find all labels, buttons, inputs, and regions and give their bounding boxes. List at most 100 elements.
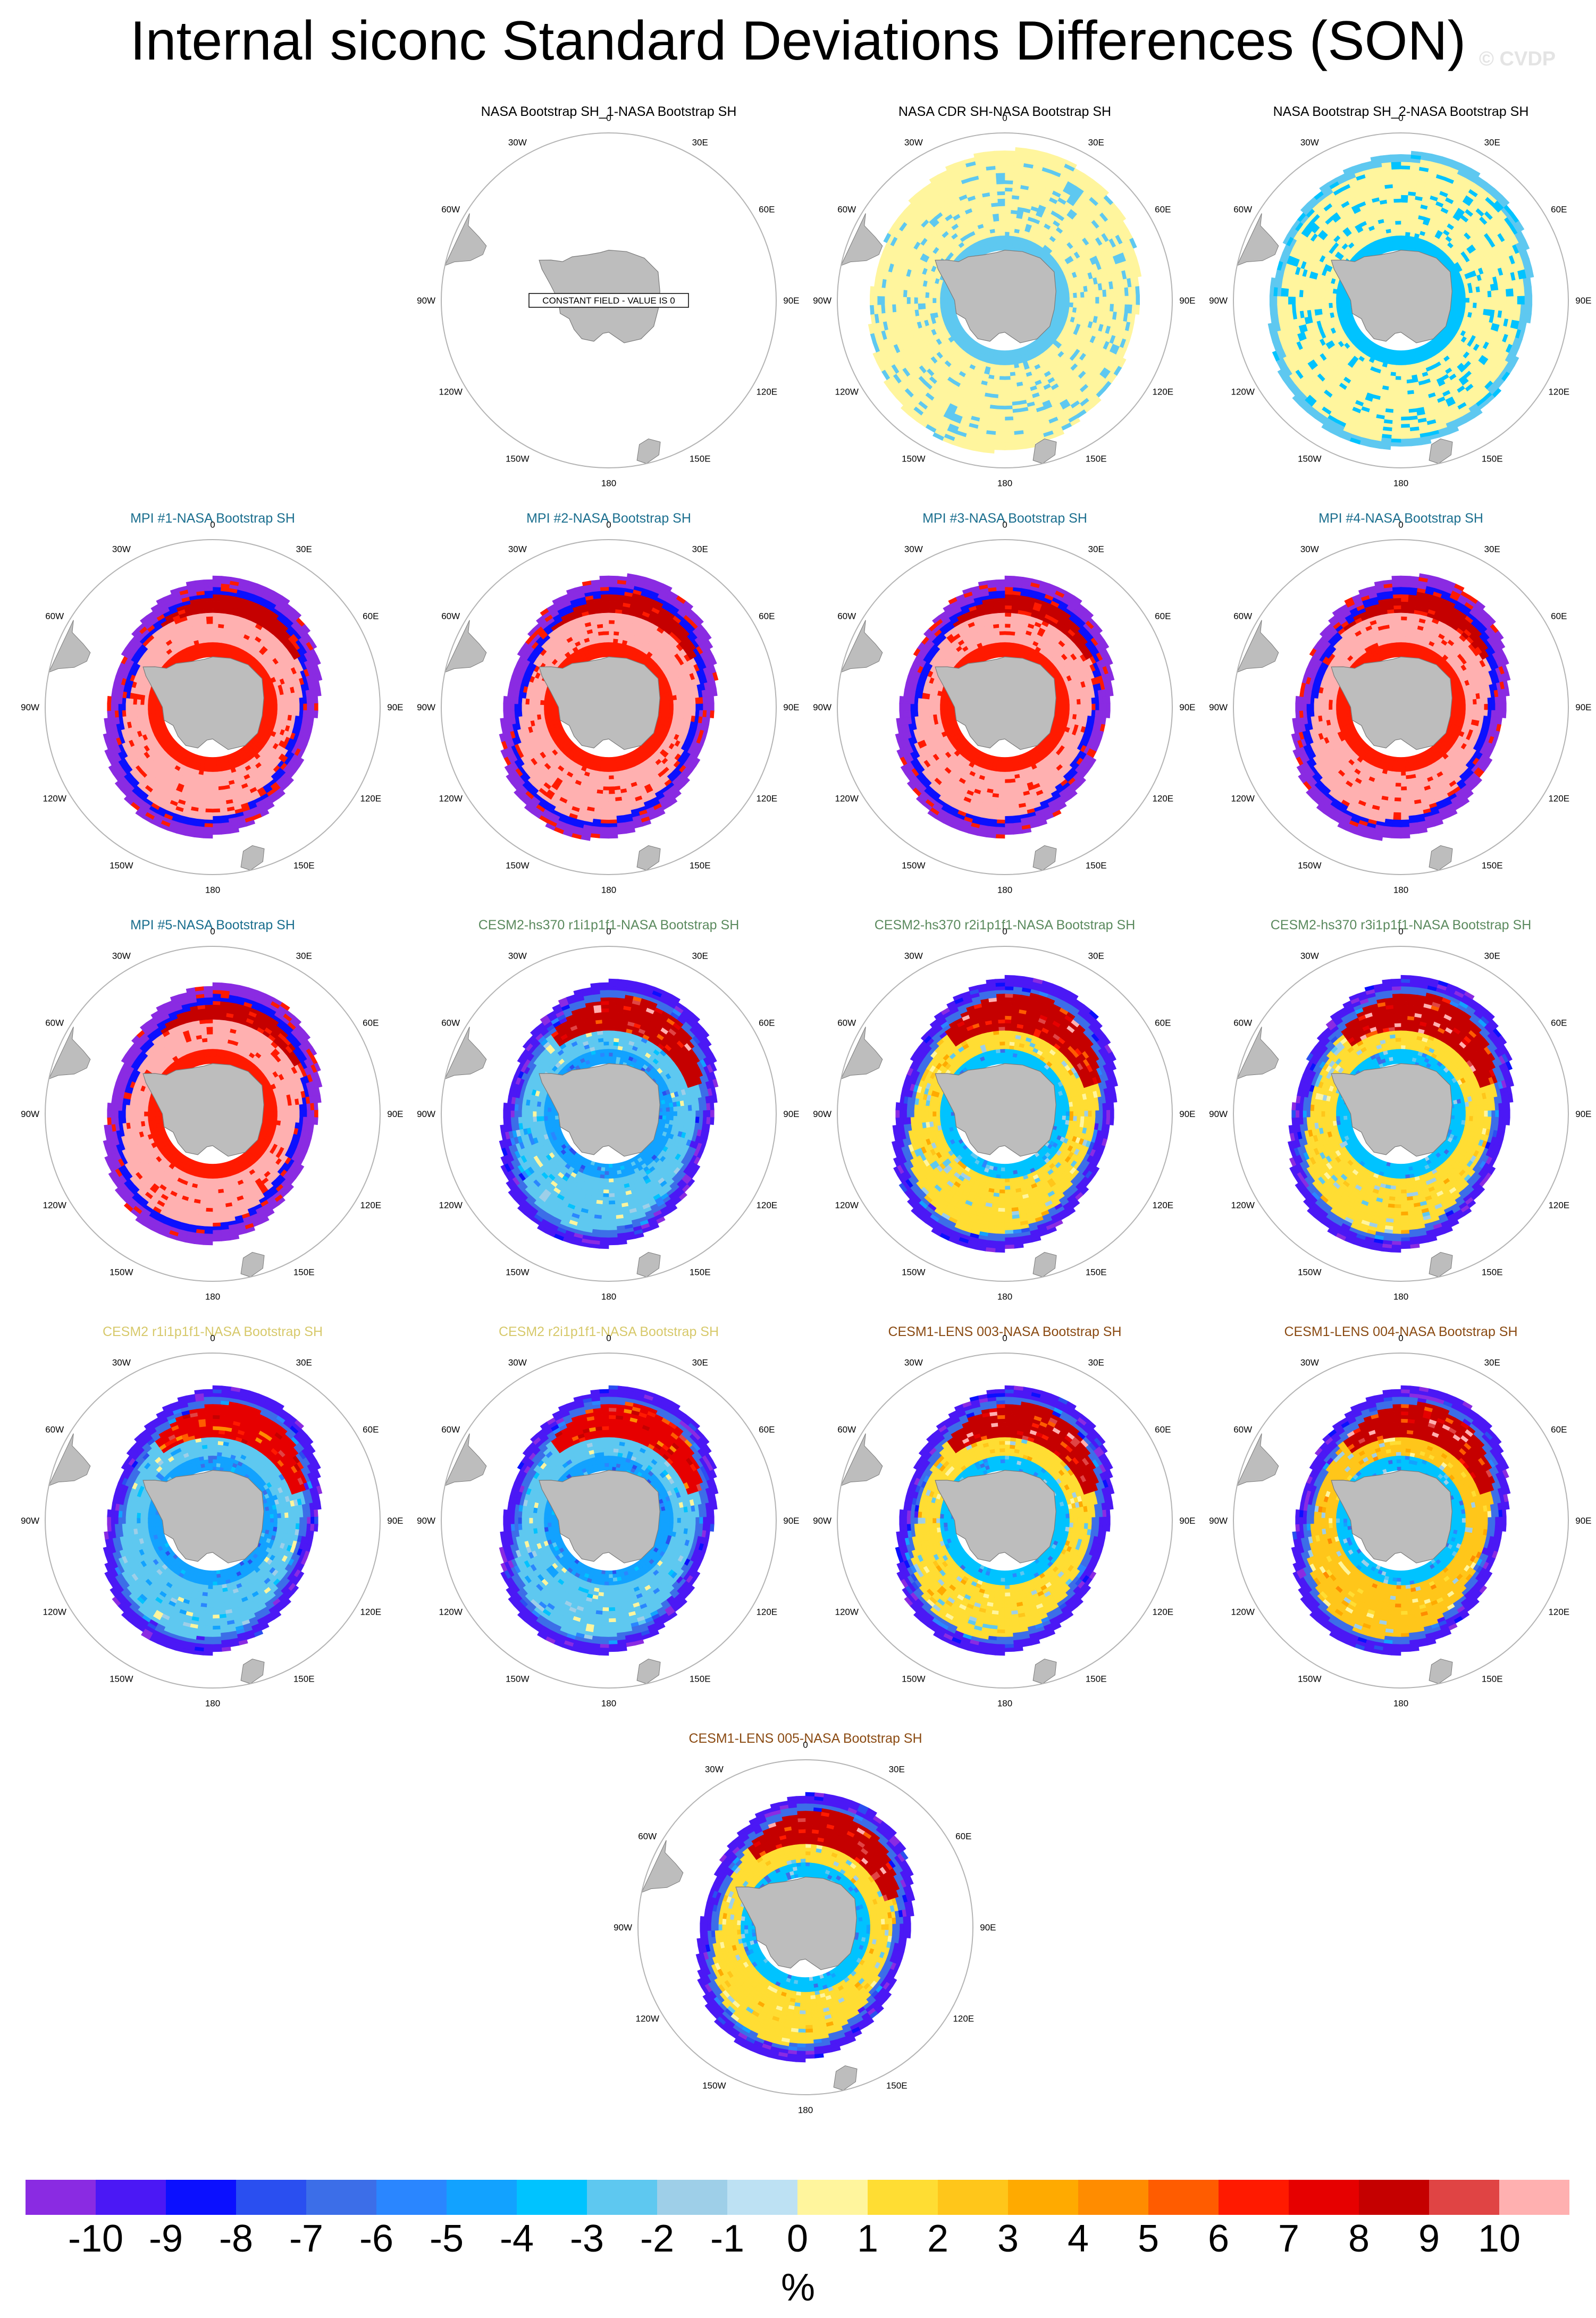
copyright-label: © CVDP (1479, 48, 1556, 71)
ice-cell (1291, 289, 1296, 297)
ice-cell (1332, 302, 1337, 308)
ice-cell (903, 296, 907, 305)
ice-field (103, 575, 323, 839)
new-zealand-landmass (1032, 438, 1057, 464)
ice-cell (1136, 295, 1140, 306)
ice-cell (291, 709, 297, 716)
ice-cell (1116, 210, 1127, 221)
ice-cell (1091, 290, 1096, 298)
ice-cell (1280, 296, 1285, 305)
ice-cell (1054, 301, 1059, 306)
ice-cell (1008, 350, 1013, 355)
ice-cell (1069, 293, 1074, 299)
ice-cell (1004, 350, 1009, 355)
ice-cell (1494, 290, 1499, 298)
ice-cell (1062, 302, 1066, 307)
ice-cell (1004, 224, 1011, 229)
ice-cell (212, 583, 222, 587)
ice-cell (951, 301, 955, 306)
ice-cell (303, 697, 307, 704)
ice-cell (1004, 446, 1015, 450)
ice-cell (1135, 266, 1142, 278)
ice-cell (273, 704, 278, 710)
ice-cell (869, 286, 875, 296)
ice-cell (1391, 431, 1401, 436)
ice-cell (1395, 383, 1401, 388)
ice-cell (1392, 357, 1397, 362)
ice-cell (266, 704, 271, 710)
panel-title: NASA Bootstrap SH_1-NASA Bootstrap SH (481, 104, 737, 119)
ice-cell (947, 302, 952, 307)
ice-cell (1339, 298, 1344, 303)
ice-cell (917, 303, 922, 310)
ice-cell (266, 701, 271, 706)
ice-cell (1391, 434, 1401, 440)
ice-cell (1524, 296, 1529, 305)
ice-cell (994, 438, 1005, 443)
ice-cell (1393, 246, 1398, 251)
ice-cell (314, 710, 318, 719)
ice-cell (1455, 298, 1459, 303)
ice-cell (899, 304, 904, 312)
ice-cell (1000, 239, 1005, 243)
ice-cell (999, 376, 1005, 381)
ice-cell (1073, 303, 1078, 308)
ice-cell (1004, 416, 1014, 421)
ice-cell (1321, 424, 1333, 433)
ice-cell (872, 352, 880, 363)
map-panel: MPI #1-NASA Bootstrap SH 0 30E 60E 90E 120E 15… (16, 510, 409, 904)
ice-cell (1405, 357, 1410, 362)
ice-cell (1076, 303, 1081, 309)
ice-cell (309, 640, 317, 649)
ice-cell (1332, 293, 1337, 299)
ice-cell (295, 698, 300, 704)
ice-cell (1317, 303, 1322, 309)
ice-cell (1004, 165, 1015, 170)
ice-cell (1491, 290, 1496, 298)
ice-cell (1400, 405, 1409, 410)
ice-cell (1458, 298, 1463, 303)
ice-cell (1405, 235, 1410, 240)
ice-cell (1390, 228, 1397, 233)
ice-cell (997, 202, 1005, 207)
ice-cell (1129, 238, 1137, 249)
ice-cell (273, 700, 278, 706)
ice-cell (1400, 224, 1407, 229)
ice-cell (996, 420, 1005, 425)
ice-cell (996, 416, 1005, 421)
ice-cell (1073, 292, 1078, 298)
ice-cell (1394, 209, 1401, 214)
ice-cell (270, 709, 274, 714)
ice-cell (996, 176, 1005, 181)
ice-cell (925, 291, 930, 298)
south-america-landmass (444, 213, 487, 266)
ice-cell (1391, 364, 1397, 369)
ice-cell (1004, 376, 1011, 381)
antarctica-landmass (1331, 249, 1452, 343)
longitude-label: 90E (783, 296, 799, 306)
ice-cell (1328, 303, 1333, 308)
ice-cell (1392, 413, 1401, 417)
longitude-label: 180 (997, 478, 1012, 488)
ice-cell (212, 653, 217, 658)
ice-cell (1393, 202, 1401, 207)
ice-cell (1396, 228, 1401, 232)
ice-cell (998, 213, 1005, 217)
ice-cell (1106, 296, 1111, 305)
longitude-label: 120E (756, 387, 777, 397)
ice-cell (1528, 296, 1533, 305)
ice-cell (1469, 303, 1474, 308)
ice-cell (1390, 438, 1401, 443)
ice-cell (1106, 304, 1111, 312)
longitude-label: 90W (813, 296, 831, 306)
ice-cell (1069, 298, 1074, 303)
ice-cell (1091, 297, 1096, 304)
ice-cell (997, 394, 1005, 399)
longitude-label: 30W (904, 138, 923, 148)
south-america-landmass (1236, 213, 1279, 266)
ice-cell (1499, 195, 1510, 206)
ice-cell (1121, 296, 1125, 305)
ice-cell (1339, 293, 1344, 299)
ice-cell (1135, 305, 1140, 315)
ice-cell (869, 305, 875, 315)
